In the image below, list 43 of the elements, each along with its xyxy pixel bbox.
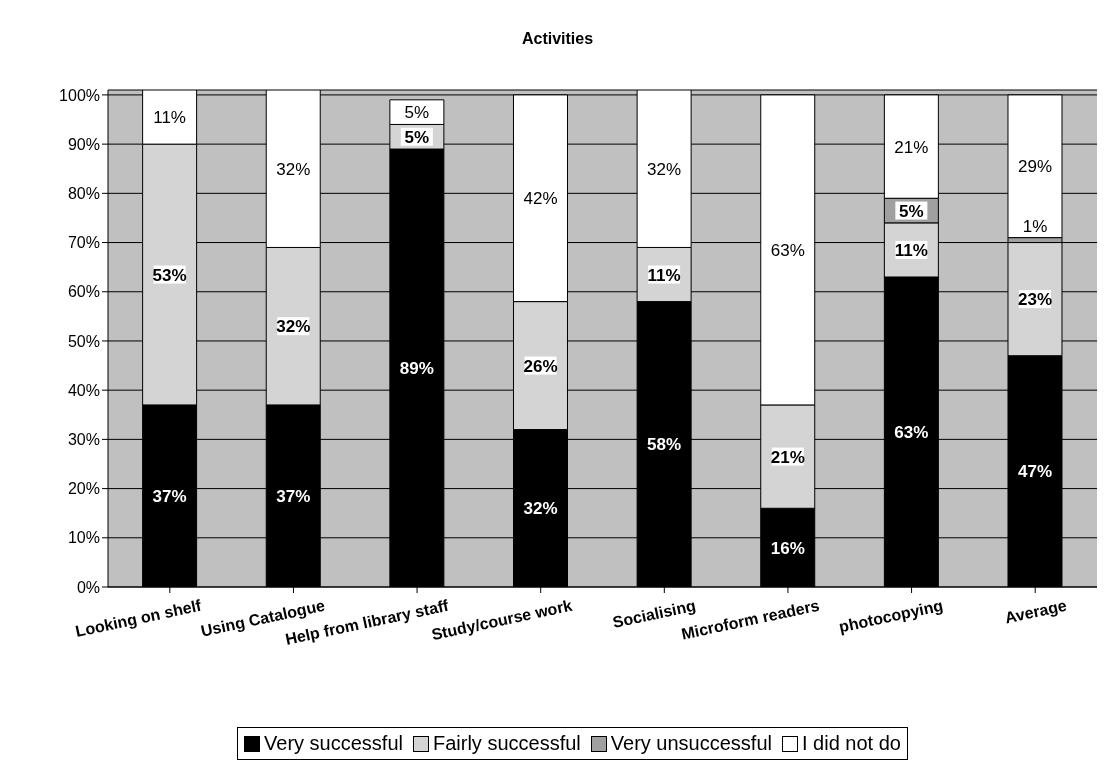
data-label: 63% — [770, 240, 805, 260]
y-tick-label: 0% — [76, 578, 100, 596]
data-label: 5% — [899, 201, 924, 221]
y-tick-label: 90% — [67, 135, 100, 153]
data-label: 37% — [152, 486, 187, 506]
legend-label: I did not do — [801, 732, 901, 755]
y-tick-label: 20% — [67, 480, 100, 498]
data-label: 58% — [647, 435, 682, 455]
data-label: 32% — [276, 159, 311, 179]
data-label: 21% — [894, 137, 929, 157]
data-label: 11% — [894, 240, 928, 260]
data-label: 11% — [647, 265, 681, 285]
data-label: 47% — [1017, 462, 1053, 482]
data-label: 5% — [404, 103, 430, 123]
data-label: 32% — [276, 317, 311, 337]
y-tick-label: 100% — [59, 86, 100, 104]
data-label: 32% — [647, 159, 682, 179]
data-label: 1% — [1022, 216, 1048, 236]
chart-title: Activities — [520, 29, 595, 49]
data-label: 42% — [523, 189, 558, 209]
y-tick-label: 50% — [67, 332, 100, 350]
x-tick-label: Average — [1003, 596, 1069, 627]
legend-label: Fairly successful — [432, 732, 581, 755]
y-tick-label: 70% — [67, 234, 100, 252]
y-tick-label: 10% — [67, 529, 100, 547]
data-label: 53% — [152, 265, 187, 285]
y-tick-label: 40% — [67, 381, 100, 399]
y-tick-label: 80% — [67, 185, 100, 203]
data-label: 16% — [770, 538, 805, 558]
data-label: 21% — [770, 447, 805, 467]
data-label: 23% — [1017, 290, 1053, 310]
data-label: 5% — [404, 127, 430, 147]
data-label: 32% — [523, 499, 558, 519]
y-tick-label: 30% — [67, 431, 100, 449]
legend-label: Very successful — [263, 732, 403, 755]
y-tick-label: 60% — [67, 283, 100, 301]
data-label: 89% — [399, 359, 434, 379]
legend-label: Very unsuccessful — [609, 732, 772, 755]
data-label: 63% — [894, 423, 929, 442]
data-label: 29% — [1017, 157, 1053, 177]
data-label: 37% — [276, 486, 311, 506]
data-label: 11% — [153, 108, 186, 128]
data-label: 26% — [523, 356, 558, 376]
